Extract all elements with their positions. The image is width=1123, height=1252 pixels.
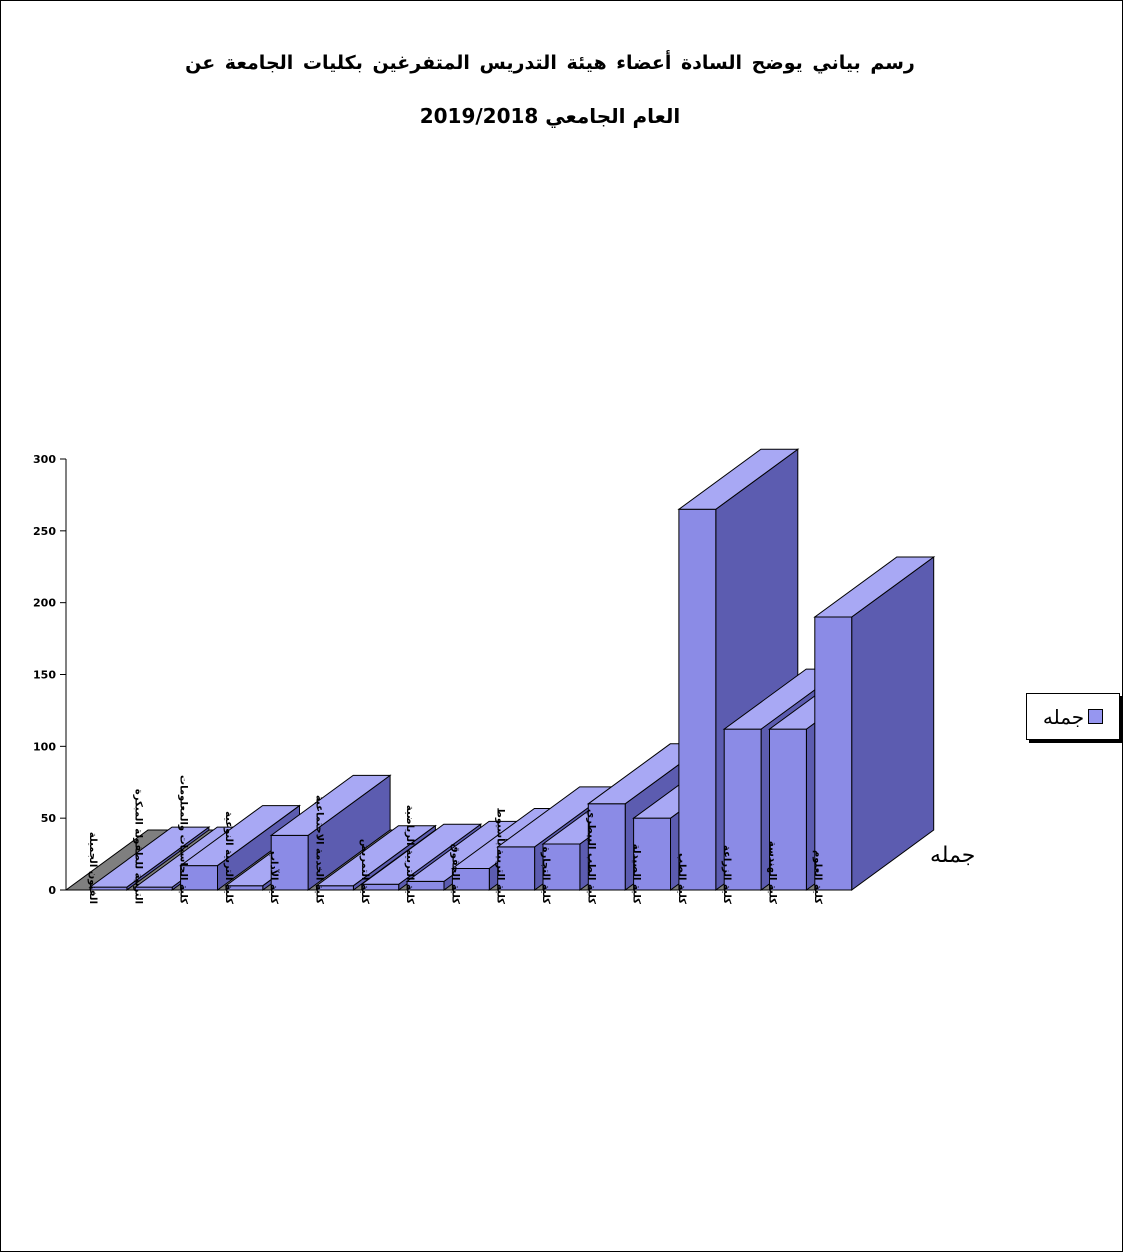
bar-top bbox=[88, 826, 211, 888]
y-tick-label: 150 bbox=[33, 669, 56, 682]
legend: جمله bbox=[1026, 693, 1120, 740]
bar bbox=[88, 826, 211, 891]
x-tick-label: كلية الصيدلة bbox=[631, 844, 642, 904]
legend-label: جمله bbox=[1042, 704, 1085, 729]
x-tick-label: كلية الطب البيطري bbox=[585, 809, 596, 904]
bar bbox=[314, 824, 437, 891]
x-tick-label: كلية الطب bbox=[676, 853, 687, 904]
bar-top bbox=[360, 823, 483, 885]
x-tick-label: كلية الحقوق bbox=[449, 844, 460, 905]
x-tick-label: كلية الزراعة bbox=[721, 845, 732, 904]
x-tick-label: الفنون الجميلة bbox=[87, 832, 98, 904]
y-tick-label: 0 bbox=[48, 884, 56, 897]
y-tick-label: 100 bbox=[33, 740, 56, 753]
y-tick-label: 50 bbox=[41, 812, 57, 825]
bar-top bbox=[269, 774, 392, 836]
bar-front bbox=[678, 508, 717, 891]
depth-axis-label: جمله bbox=[930, 843, 976, 868]
x-tick-label: كلية التربية بأسيوط bbox=[495, 808, 508, 905]
x-tick-label: كلية الهندسة bbox=[767, 841, 778, 904]
x-tick-label: كلية الآداب bbox=[268, 851, 280, 904]
x-tick-label: كلية التمريض bbox=[359, 839, 370, 904]
chart-title: رسم بياني يوضح السادة أعضاء هيئة التدريس… bbox=[185, 52, 915, 74]
bar-top bbox=[179, 805, 302, 867]
y-tick-label: 300 bbox=[33, 453, 56, 466]
legend-swatch bbox=[1088, 709, 1104, 724]
bar-top bbox=[677, 448, 800, 510]
bar-top bbox=[813, 556, 936, 618]
bar bbox=[179, 804, 302, 891]
x-tick-label: كلية الخدمة الاجتماعية bbox=[314, 795, 325, 904]
y-tick-label: 250 bbox=[33, 525, 56, 538]
x-tick-label: كلية الحاسبات والمعلومات bbox=[178, 775, 189, 904]
x-tick-label: كلية التربية النوعية bbox=[223, 811, 234, 904]
bar bbox=[269, 774, 392, 891]
x-tick-label: كلية التجارة bbox=[540, 847, 551, 905]
x-tick-label: كلية العلوم bbox=[812, 850, 823, 904]
chart-subtitle: العام الجامعي 2019/2018 bbox=[419, 104, 681, 128]
bar bbox=[813, 556, 936, 891]
y-tick-label: 200 bbox=[33, 597, 56, 610]
x-tick-label: التربية للطفولة المبكرة bbox=[132, 789, 143, 904]
x-tick-label: كلية التربية الرياضية bbox=[404, 805, 415, 904]
bar-top bbox=[314, 825, 437, 887]
